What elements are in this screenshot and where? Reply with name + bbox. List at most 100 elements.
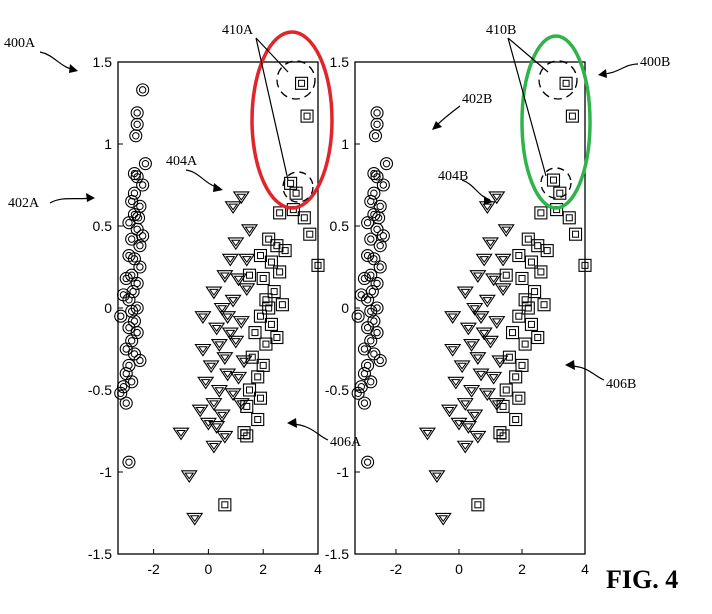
square-point-right-28 (512, 391, 526, 405)
circle-point-right-25 (364, 304, 378, 318)
arrowhead-404a (213, 183, 223, 192)
triangle-point-right-32 (418, 427, 436, 441)
triangle-point-left-1 (224, 201, 242, 215)
triangle-point-right-14 (481, 335, 500, 349)
leader-406b (569, 365, 605, 381)
circle-point-left-32 (119, 342, 133, 356)
square-point-right-27 (499, 383, 513, 397)
circle-point-right-13 (376, 229, 390, 243)
circle-point-left-42 (116, 288, 131, 302)
square-point-right-25 (515, 358, 529, 372)
circle-point-left-19 (133, 260, 147, 274)
circle-point-left-16 (133, 239, 147, 253)
square-point-right-33 (471, 498, 485, 512)
triangle-point-right-36 (494, 253, 512, 267)
triangle-point-left-10 (219, 311, 237, 324)
label-402b: 402B (462, 92, 492, 107)
triangle-point-left-13 (221, 327, 239, 341)
square-point-right-16 (528, 285, 542, 299)
highlight-ellipse-left (250, 30, 334, 210)
circle-point-right-39 (357, 396, 372, 410)
circle-point-left-21 (119, 271, 133, 286)
circle-point-left-36 (119, 367, 133, 381)
circle-point-left-8 (127, 186, 141, 200)
square-point-left-7 (303, 227, 317, 241)
triangle-point-left-0 (232, 191, 250, 205)
circle-point-right-11 (361, 216, 375, 230)
leader-410b (507, 37, 549, 177)
square-point-left-25 (256, 358, 270, 372)
circle-point-left-29 (122, 321, 136, 335)
triangle-point-right-17 (469, 352, 487, 365)
square-point-left-30 (251, 412, 265, 427)
x-tick-label-left-3: 4 (314, 561, 322, 577)
triangle-point-left-21 (230, 371, 248, 385)
triangle-point-right-5 (469, 270, 487, 283)
triangle-point-right-10 (472, 311, 490, 324)
scatter-plot-right: -2 0 2 4 -1.5 -1 -0.5 0 0.5 1 1.5 (325, 54, 592, 577)
triangle-point-right-20 (472, 368, 490, 382)
square-point-left-13 (273, 265, 287, 279)
triangle-point-right-30 (459, 421, 477, 434)
y-tick-label-right-3: 0 (341, 300, 349, 316)
circle-point-right-41 (354, 288, 368, 302)
square-point-left-11 (253, 248, 268, 263)
triangle-point-right-2 (497, 224, 515, 238)
circle-point-left-4 (138, 157, 152, 171)
triangle-point-right-9 (466, 302, 484, 316)
x-tick-label-right-3: 4 (581, 561, 589, 577)
triangle-point-left-17 (216, 352, 234, 365)
square-point-right-10 (540, 244, 554, 258)
y-tick-label-right-1: -1 (337, 464, 350, 480)
outlier-circle-left-top (276, 60, 316, 100)
y-tick-label-left-2: -0.5 (88, 382, 112, 398)
triangle-point-left-12 (208, 322, 226, 336)
triangle-point-left-28 (213, 409, 231, 423)
square-point-right-30 (509, 412, 523, 427)
circle-point-left-7 (136, 178, 150, 192)
leader-406a (291, 423, 329, 441)
y-tick-label-right-5: 1 (341, 136, 349, 152)
square-point-left-21 (248, 326, 262, 340)
circle-point-right-28 (361, 321, 375, 335)
circle-point-left-27 (114, 309, 128, 323)
triangle-point-left-20 (219, 368, 237, 382)
y-tick-label-left-4: 0.5 (93, 218, 113, 234)
square-point-left-14 (256, 271, 270, 286)
square-point-left-10 (278, 244, 292, 258)
triangle-point-left-24 (224, 388, 242, 402)
triangle-point-left-33 (205, 440, 223, 454)
circle-point-left-39 (114, 386, 128, 400)
triangle-point-left-34 (180, 470, 198, 484)
circle-point-left-9 (125, 194, 139, 208)
triangle-point-left-3 (227, 237, 245, 251)
triangle-point-right-13 (475, 327, 493, 341)
square-point-right-35 (521, 301, 535, 315)
square-point-right-26 (509, 370, 523, 384)
square-point-left-3 (289, 186, 303, 200)
triangle-point-right-27 (440, 404, 459, 418)
circle-point-right-9 (373, 199, 387, 213)
circle-point-right-5 (370, 170, 384, 184)
square-point-right-11 (512, 248, 526, 263)
triangle-point-left-36 (238, 253, 256, 267)
y-tick-label-right-6: 1.5 (330, 54, 350, 70)
triangle-point-left-22 (197, 376, 215, 390)
square-point-left-17 (259, 293, 273, 307)
triangle-point-right-3 (481, 237, 500, 251)
circle-point-right-0 (370, 106, 384, 120)
circle-point-left-34 (133, 353, 147, 368)
axes-left: -2 0 2 4 -1.5 -1 -0.5 0 0.5 1 1.5 (88, 54, 322, 577)
x-tick-label-left-2: 2 (259, 561, 267, 577)
circle-point-left-35 (122, 358, 136, 372)
square-point-right-18 (537, 298, 551, 312)
circle-point-right-1 (370, 117, 384, 131)
square-point-left-34 (242, 268, 257, 282)
triangle-point-left-19 (202, 360, 220, 374)
square-point-left-19 (253, 309, 268, 323)
triangle-point-left-11 (232, 316, 250, 329)
x-tick-label-right-2: 2 (518, 561, 526, 577)
circle-point-right-33 (373, 353, 387, 368)
triangle-point-left-35 (186, 512, 204, 526)
